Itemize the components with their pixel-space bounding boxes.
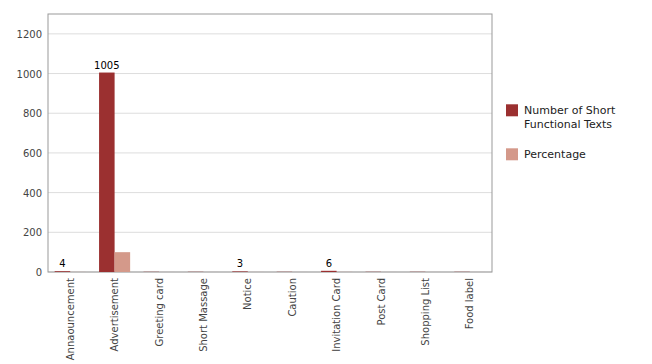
x-tick-label: Food label — [464, 278, 475, 329]
bars — [55, 73, 486, 272]
legend: Number of ShortFunctional Texts Percentag… — [506, 104, 616, 161]
y-tick-label: 1000 — [17, 69, 42, 80]
legend-label: Percentage — [524, 148, 586, 161]
legend-swatch — [506, 104, 518, 116]
bar — [248, 271, 264, 272]
legend-label: Number of ShortFunctional Texts — [524, 104, 616, 131]
bar — [454, 271, 470, 272]
bar — [410, 271, 426, 272]
bar — [381, 271, 397, 272]
x-tick-label: Greeting card — [154, 278, 165, 346]
bar — [292, 271, 308, 272]
bar — [143, 271, 159, 272]
bar — [55, 271, 71, 272]
bar — [321, 271, 337, 272]
y-tick-label: 1200 — [17, 29, 42, 40]
bar — [99, 73, 115, 272]
x-tick-label: Advertisement — [109, 278, 120, 351]
y-tick-label: 200 — [23, 227, 42, 238]
bar — [365, 271, 381, 272]
y-tick-label: 800 — [23, 108, 42, 119]
bar — [70, 271, 86, 272]
x-tick-label: Post Card — [376, 278, 387, 326]
x-tick-label: Caution — [287, 278, 298, 317]
bar — [470, 271, 486, 272]
x-tick-label: Annaouncement — [65, 278, 76, 360]
grid — [48, 34, 492, 272]
data-label: 4 — [59, 258, 65, 269]
y-tick-label: 0 — [36, 267, 42, 278]
data-label: 6 — [326, 258, 332, 269]
bar — [188, 271, 204, 272]
bar — [277, 271, 293, 272]
x-tick-label: Invitation Card — [331, 278, 342, 352]
bar — [159, 271, 175, 272]
data-label: 1005 — [94, 60, 119, 71]
y-tick-label: 400 — [23, 188, 42, 199]
y-tick-label: 600 — [23, 148, 42, 159]
chart-svg: 0 200 400 600 800 1000 1200 4 1005 3 6 Annaouncemen… — [0, 0, 652, 364]
bar — [232, 271, 248, 272]
x-tick-label: Short Massage — [198, 278, 209, 352]
grid-line — [48, 33, 492, 34]
bar — [425, 271, 441, 272]
data-label: 3 — [237, 258, 243, 269]
plot-frame — [48, 14, 492, 272]
bar — [115, 252, 131, 272]
x-tick-label: Shopping List — [420, 278, 431, 346]
bar — [203, 271, 219, 272]
x-tick-label: Notice — [242, 278, 253, 310]
legend-swatch — [506, 148, 518, 160]
chart-container: 0 200 400 600 800 1000 1200 4 1005 3 6 Annaouncemen… — [0, 0, 652, 364]
bar — [337, 271, 353, 272]
